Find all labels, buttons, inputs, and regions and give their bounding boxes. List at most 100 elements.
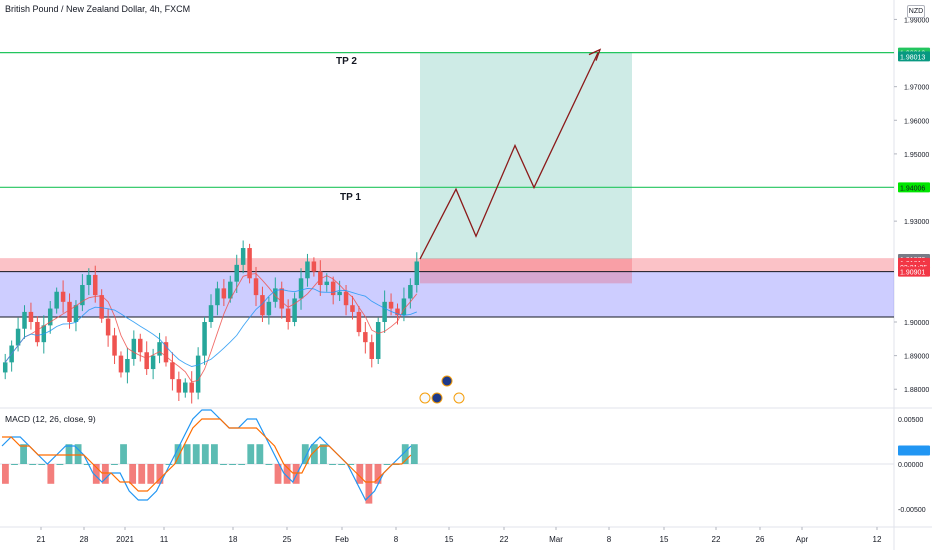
candle-body (163, 342, 169, 363)
tp2-label: TP 2 (336, 56, 357, 67)
candle-body (60, 291, 66, 302)
supply-zone (0, 258, 894, 272)
time-tick-label: Apr (796, 535, 809, 544)
price-tick-label: 1.99000 (904, 17, 929, 24)
candle-body (343, 291, 349, 306)
macd-histogram-bar (292, 464, 300, 484)
macd-histogram-bar (383, 464, 391, 465)
candle-body (285, 308, 291, 322)
price-tick-label: 1.95000 (904, 152, 929, 159)
price-tick-label: 1.97000 (904, 85, 929, 92)
candle-body (414, 261, 420, 286)
candle-body (208, 305, 214, 322)
macd-title[interactable]: MACD (12, 26, close, 9) (5, 414, 96, 424)
currency-badge[interactable]: NZD (907, 5, 925, 18)
candle-body (408, 285, 413, 299)
event-flag-icon (419, 392, 431, 404)
candle-body (2, 362, 8, 373)
time-tick-label: 22 (712, 535, 721, 544)
macd-histogram-bar (20, 444, 27, 464)
price-tag-label: 1.94006 (900, 185, 925, 192)
macd-histogram-bar (183, 444, 191, 464)
macd-histogram-bar (29, 464, 37, 465)
macd-histogram-bar (220, 464, 227, 465)
price-tick-label: 1.88000 (904, 387, 929, 394)
macd-histogram-bar (274, 464, 282, 484)
price-tag (898, 182, 930, 193)
macd-histogram-bar (338, 464, 346, 465)
projection-arrowhead (588, 48, 602, 61)
macd-histogram-bar (101, 464, 109, 484)
time-tick-label: 18 (229, 535, 238, 544)
candle-body (395, 308, 400, 316)
candle-body (369, 342, 375, 359)
macd-histogram-bar (329, 464, 336, 465)
time-tick-label: 11 (160, 535, 169, 544)
candle-body (47, 308, 53, 326)
time-tick-label: 2021 (116, 535, 134, 544)
price-axis[interactable]: 1.99000 1.97000 1.96000 1.95000 1.93000 1.900… (894, 17, 930, 514)
candle-body (221, 288, 227, 299)
candle-body (54, 291, 59, 309)
macd-histogram-bar (401, 444, 409, 464)
candle-body (375, 322, 381, 359)
candle-body (144, 352, 149, 370)
candle-body (202, 322, 207, 356)
macd-histogram-bar (147, 464, 155, 484)
macd-histogram-bar (265, 464, 273, 465)
macd-histogram-bar (65, 444, 73, 464)
macd-histogram-bar (38, 464, 46, 465)
macd-histogram-bar (256, 444, 264, 464)
candle-body (80, 285, 85, 306)
macd-histogram-bar (129, 464, 137, 484)
macd-histogram-bar (229, 464, 236, 465)
macd-histogram-bar (410, 444, 418, 464)
macd-signal-line (2, 418, 412, 492)
candle-body (125, 358, 130, 373)
candle-body (67, 301, 72, 322)
macd-histogram-bar (247, 444, 255, 464)
macd-histogram-bar (238, 464, 246, 465)
candles-layer (2, 240, 420, 404)
candle-body (292, 298, 297, 322)
macd-histogram-bar (283, 464, 291, 484)
candle-body (112, 335, 117, 356)
price-tick-label: 1.90000 (904, 320, 929, 327)
candle-body (234, 264, 239, 282)
macd-histogram-bar (320, 444, 327, 464)
time-axis[interactable]: 21 28 2021 11 18 25 Feb 8 15 22 Mar 8 15 22 26 Apr 12 (37, 527, 882, 544)
candle-body (356, 311, 362, 333)
event-flag-icon (431, 392, 443, 404)
price-tick-label: 1.93000 (904, 219, 929, 226)
candle-body (401, 298, 407, 316)
time-tick-label: 8 (607, 535, 612, 544)
macd-histogram-bar (374, 464, 382, 484)
macd-histogram-bar (174, 444, 182, 464)
candle-body (170, 362, 175, 380)
candle-body (92, 274, 98, 296)
macd-histogram-bar (74, 444, 82, 464)
candle-body (28, 311, 34, 322)
candle-body (195, 355, 201, 393)
candle-body (350, 305, 355, 312)
event-flag-icon (441, 375, 453, 387)
candle-body (388, 301, 394, 309)
macd-histogram-bar (211, 444, 218, 464)
macd-histogram-bar (356, 464, 364, 484)
symbol-title[interactable]: British Pound / New Zealand Dollar, 4h, … (5, 4, 191, 14)
macd-histogram-bar (11, 464, 18, 465)
price-tick-label: 1.96000 (904, 118, 929, 125)
macd-histogram-bar (347, 464, 355, 465)
time-tick-label: 26 (756, 535, 765, 544)
macd-tick-label: -0.00500 (898, 507, 926, 514)
candle-body (35, 322, 40, 343)
candle-body (228, 281, 233, 299)
candle-body (183, 382, 188, 393)
candle-body (118, 355, 124, 373)
macd-histogram-bar (365, 464, 373, 504)
macd-histogram-bar (310, 444, 318, 464)
candle-body (240, 248, 246, 265)
candle-body (138, 338, 143, 353)
